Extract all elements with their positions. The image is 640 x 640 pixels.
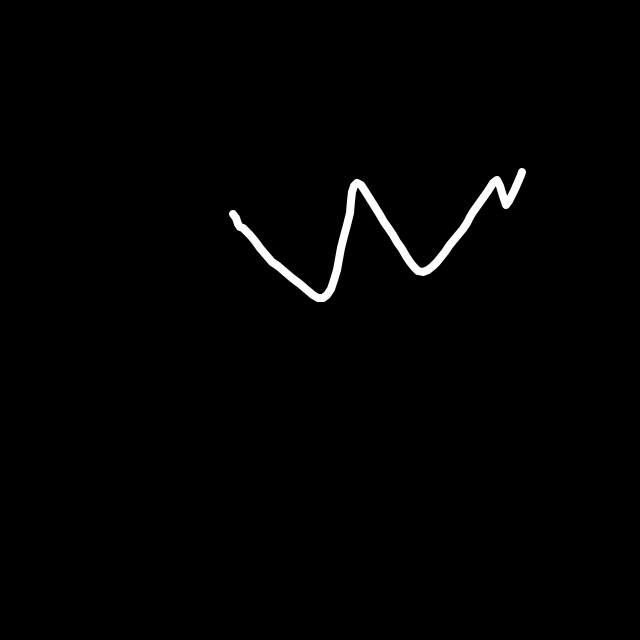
freehand-stroke <box>229 168 526 302</box>
